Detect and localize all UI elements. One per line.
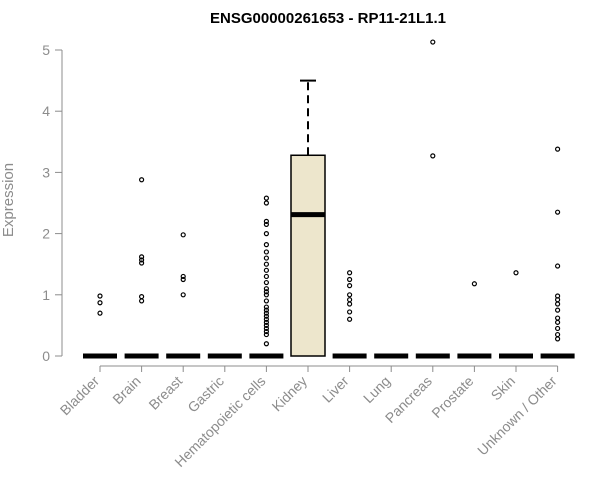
outlier-point (554, 301, 561, 307)
box-brain (124, 177, 159, 359)
outlier-point (263, 304, 269, 310)
outlier-point (180, 232, 186, 238)
x-tick-label: Lung (360, 373, 393, 406)
box-prostate (457, 281, 492, 359)
x-tick-label: Brain (109, 373, 143, 407)
outlier-point (554, 209, 561, 215)
chart-title: ENSG00000261653 - RP11-21L1.1 (210, 10, 446, 27)
outlier-point (347, 270, 353, 276)
outlier-point (139, 294, 145, 300)
outlier-point (347, 297, 353, 303)
outlier-point (263, 328, 269, 335)
outlier-point (554, 146, 561, 152)
outlier-point (263, 331, 269, 338)
outlier-point (263, 298, 269, 304)
outlier-point (263, 249, 269, 255)
outlier-point (471, 281, 477, 287)
outlier-point (180, 273, 186, 280)
outlier-point (263, 316, 269, 322)
box-unknown-other (540, 146, 575, 359)
outlier-point (430, 39, 436, 45)
outlier-point (347, 283, 353, 289)
outlier-point (97, 310, 103, 316)
outlier-point (263, 341, 269, 347)
outlier-point (347, 309, 353, 315)
boxes-group (83, 39, 575, 359)
outlier-point (263, 221, 269, 228)
outlier-point (139, 260, 145, 266)
y-tick-label: 2 (42, 226, 50, 242)
box-bladder (83, 293, 117, 359)
outlier-point (554, 315, 561, 321)
x-tick-label: Breast (145, 373, 185, 413)
x-tick-label: Bladder (57, 373, 103, 419)
outlier-point (554, 263, 561, 269)
box-kidney (290, 79, 326, 357)
outlier-point (347, 292, 353, 298)
outlier-point (97, 293, 103, 299)
outlier-point (554, 307, 561, 313)
outlier-point (263, 319, 269, 325)
outlier-point (554, 331, 561, 338)
outlier-point (263, 267, 269, 273)
box-skin (499, 270, 533, 359)
y-tick-label: 3 (42, 164, 50, 180)
y-tick-label: 0 (42, 348, 50, 364)
outlier-point (139, 298, 145, 304)
y-axis: 0 1 2 3 4 5 (42, 42, 63, 364)
outlier-point (263, 200, 269, 206)
y-tick-label: 5 (42, 42, 50, 58)
outlier-point (180, 276, 186, 283)
y-tick-label: 1 (42, 287, 50, 303)
outlier-point (263, 307, 269, 313)
y-tick-label: 4 (42, 103, 50, 119)
outlier-point (263, 310, 269, 316)
outlier-point (554, 293, 561, 299)
outlier-point (139, 257, 145, 263)
outlier-point (263, 313, 269, 319)
outlier-point (554, 325, 561, 332)
box-liver (332, 270, 367, 359)
outlier-point (263, 218, 269, 224)
outlier-point (139, 254, 145, 260)
outlier-point (430, 153, 436, 159)
outlier-point (513, 270, 519, 276)
x-tick-label: Prostate (428, 373, 476, 421)
outlier-point (263, 255, 269, 261)
box-hematopoietic-cells (249, 195, 284, 359)
outlier-point (263, 292, 269, 298)
box-pancreas (415, 39, 450, 359)
outlier-point (263, 231, 269, 237)
x-tick-label: Unknown / Other (474, 373, 560, 459)
outlier-point (347, 276, 353, 283)
outlier-point (180, 292, 186, 298)
outlier-point (263, 325, 269, 332)
outlier-point (554, 336, 561, 342)
outlier-point (263, 195, 269, 201)
outlier-point (139, 177, 145, 183)
box-breast (166, 232, 201, 359)
outlier-point (263, 286, 269, 292)
outlier-point (97, 300, 103, 306)
outlier-point (263, 242, 269, 248)
outlier-point (347, 316, 353, 322)
outlier-point (554, 319, 561, 325)
y-axis-label: Expression (0, 163, 17, 237)
outlier-point (347, 301, 353, 307)
outlier-point (263, 289, 269, 295)
outlier-point (263, 261, 269, 267)
x-tick-label: Kidney (269, 373, 311, 415)
box-rect (290, 154, 326, 357)
outlier-point (263, 322, 269, 328)
outlier-point (263, 279, 269, 286)
outlier-point (263, 273, 269, 280)
x-tick-label: Liver (319, 373, 352, 406)
x-tick-label: Skin (488, 373, 519, 404)
